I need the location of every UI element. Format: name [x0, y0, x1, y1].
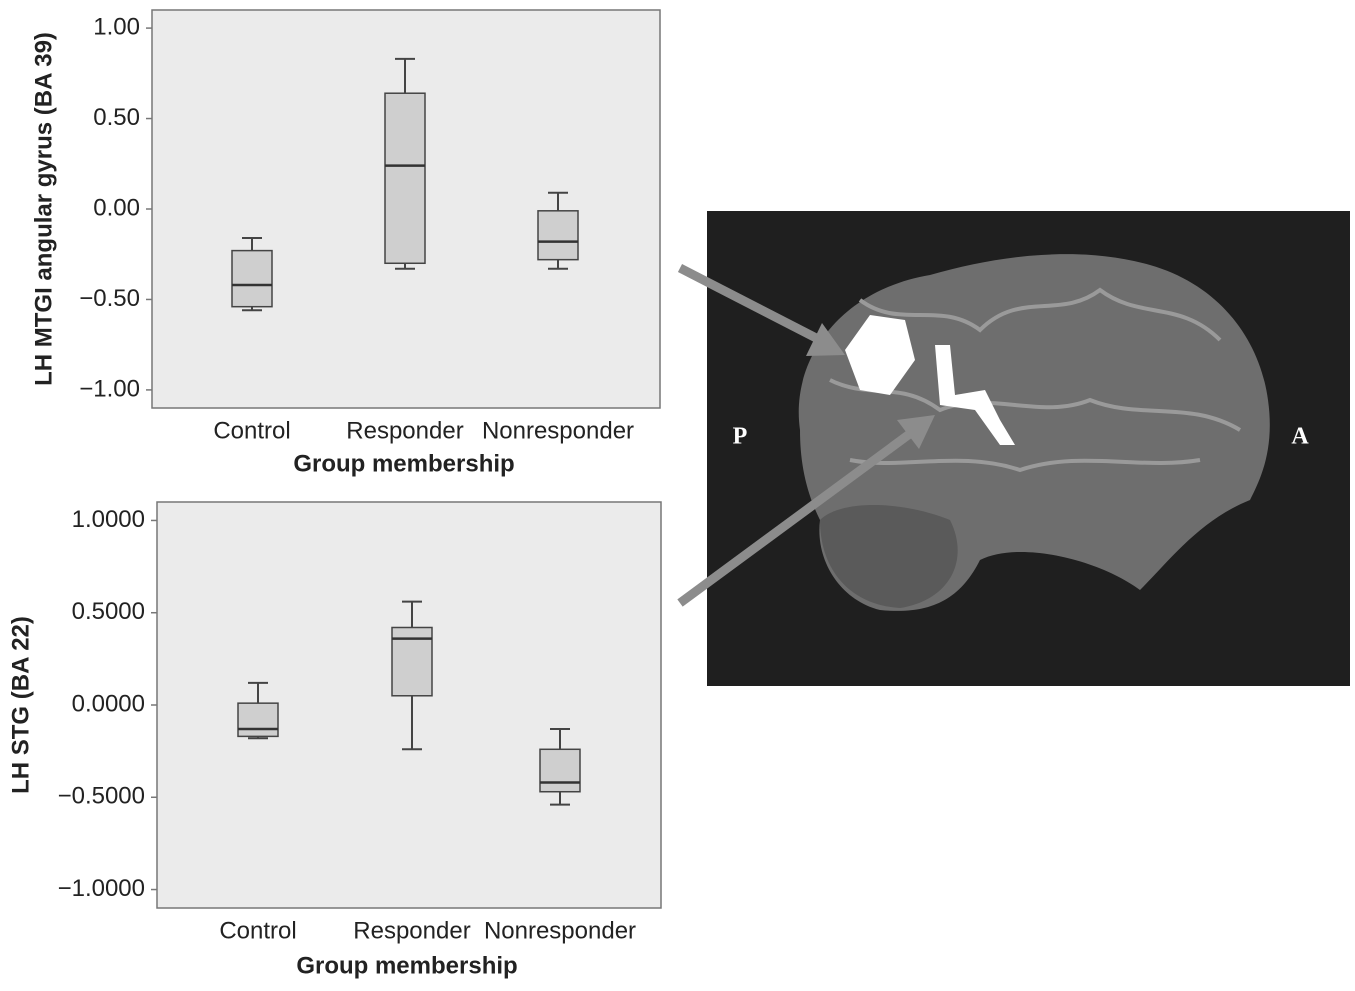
y-tick-label: −1.0000: [58, 875, 145, 902]
y-tick-label: −0.50: [79, 285, 140, 312]
box: [385, 93, 425, 263]
image-label: A: [1291, 424, 1309, 450]
y-tick-label: 1.0000: [72, 506, 145, 533]
x-axis-title: Group membership: [293, 450, 514, 477]
box: [538, 211, 578, 260]
y-tick-label: 0.50: [93, 104, 140, 131]
x-axis-title: Group membership: [296, 952, 517, 979]
y-tick-label: 0.5000: [72, 598, 145, 625]
x-tick-label: Responder: [353, 917, 470, 944]
x-tick-label: Responder: [346, 417, 463, 444]
y-axis-title: LH STG (BA 22): [7, 616, 34, 794]
y-tick-label: 1.00: [93, 13, 140, 40]
image-label: P: [733, 424, 748, 450]
x-tick-label: Control: [219, 917, 296, 944]
box: [540, 749, 580, 791]
box: [232, 251, 272, 307]
x-tick-label: Control: [213, 417, 290, 444]
brain-image: P A: [680, 211, 1350, 686]
plot-area: [157, 502, 661, 908]
box: [238, 703, 278, 736]
y-axis-title: LH MTGI angular gyrus (BA 39): [30, 32, 57, 386]
y-tick-label: 0.00: [93, 194, 140, 221]
y-tick-label: −0.5000: [58, 783, 145, 810]
x-tick-label: Nonresponder: [484, 917, 636, 944]
figure: P A 1.00 0.50 0.00 −0.50 −1.00 Control Respond…: [0, 0, 1355, 986]
y-tick-label: −1.00: [79, 375, 140, 402]
y-tick-label: 0.0000: [72, 690, 145, 717]
x-tick-label: Nonresponder: [482, 417, 634, 444]
